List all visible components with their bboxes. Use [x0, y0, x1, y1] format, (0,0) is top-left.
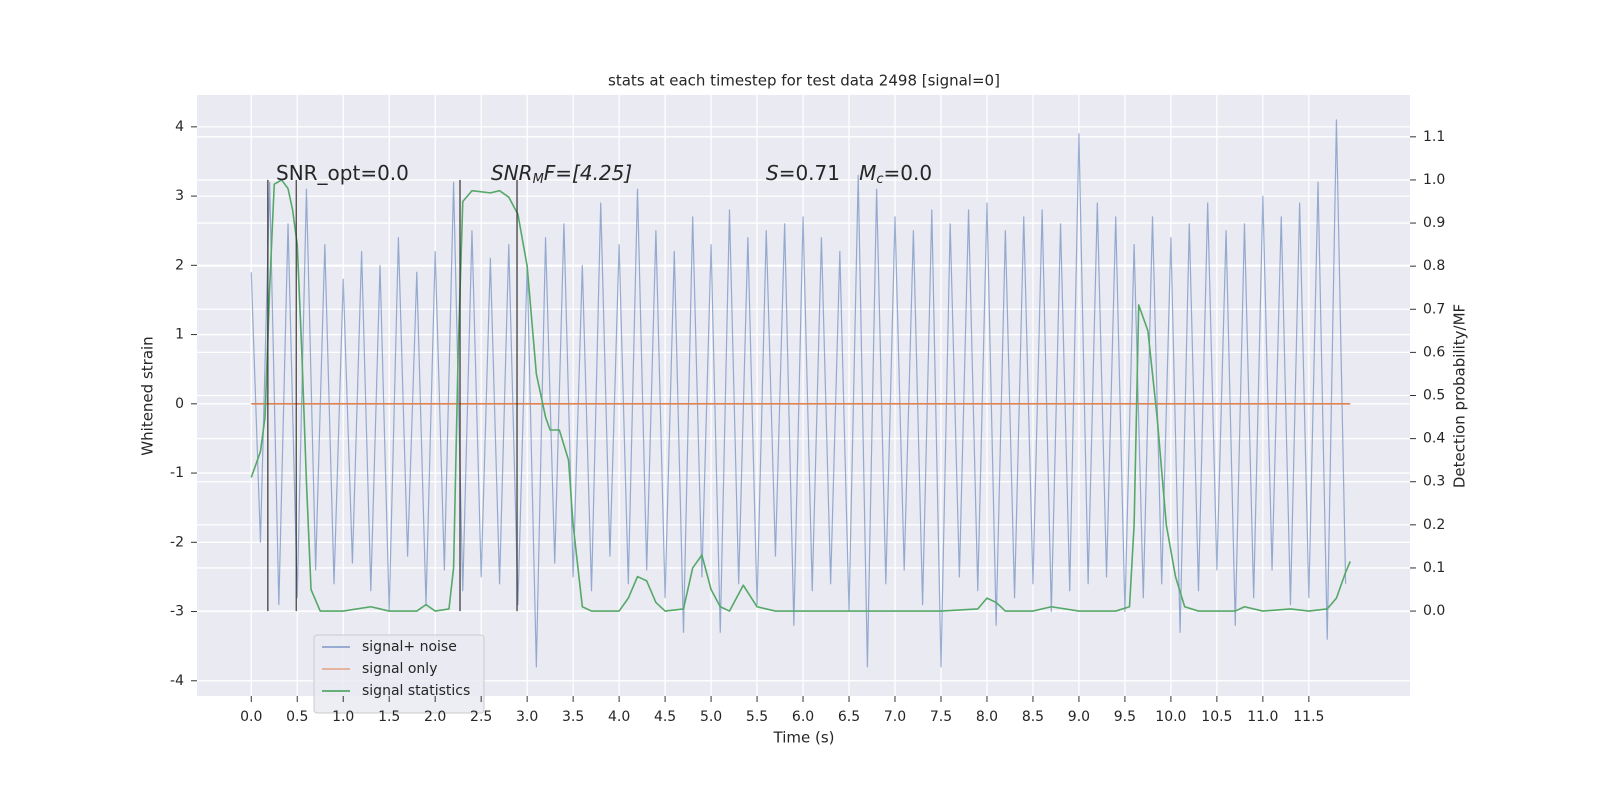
y-tick-label: 3: [175, 188, 184, 204]
y-tick-label: 1: [175, 327, 184, 343]
legend-label: signal only: [362, 661, 437, 677]
y2-tick-label: 0.0: [1423, 603, 1445, 619]
x-tick-label: 1.0: [332, 709, 354, 725]
y-tick-label: -4: [170, 673, 184, 689]
x-tick-label: 11.5: [1293, 709, 1324, 725]
annotation: SNR_opt=0.0: [276, 161, 409, 185]
x-tick-label: 9.0: [1068, 709, 1090, 725]
x-tick-label: 2.0: [424, 709, 446, 725]
x-tick-label: 3.5: [562, 709, 584, 725]
annotation-part: M: [859, 161, 876, 185]
x-tick-label: 0.5: [286, 709, 308, 725]
annotation-part: S: [766, 161, 779, 185]
x-tick-label: 4.5: [654, 709, 676, 725]
y2-tick-label: 0.6: [1423, 344, 1445, 360]
y2-tick-label: 0.9: [1423, 215, 1445, 231]
y2-tick-label: 1.1: [1423, 129, 1445, 145]
marks: [250, 119, 1351, 668]
annotation-part: =0.0: [884, 161, 933, 185]
legend-label: signal statistics: [362, 683, 470, 699]
legend-box: [313, 634, 485, 714]
x-tick-label: 5.5: [746, 709, 768, 725]
x-tick-label: 3.0: [516, 709, 538, 725]
x-tick-label: 11.0: [1247, 709, 1278, 725]
x-tick-label: 9.5: [1114, 709, 1136, 725]
x-tick-label: 6.5: [838, 709, 860, 725]
y2-axis-label: Detection probability/MF: [1451, 304, 1469, 488]
annotation: SNRMF=[4.25]: [491, 161, 632, 187]
series-line: [250, 119, 1347, 668]
x-tick-label: 4.0: [608, 709, 630, 725]
y2-tick-label: 0.8: [1423, 258, 1445, 274]
x-tick-label: 2.5: [470, 709, 492, 725]
y-tick-label: -1: [170, 465, 184, 481]
y-tick-label: -3: [170, 604, 184, 620]
y-tick-label: 0: [175, 396, 184, 412]
legend: signal+ noise signal only signal statistic…: [313, 634, 485, 714]
y2-tick-label: 0.5: [1423, 388, 1445, 404]
x-tick-label: 7.0: [884, 709, 906, 725]
x-tick-label: 10.5: [1201, 709, 1232, 725]
y-tick-label: -2: [170, 534, 184, 550]
x-tick-label: 5.0: [700, 709, 722, 725]
legend-label: signal+ noise: [362, 639, 457, 655]
x-tick-label: 1.5: [378, 709, 400, 725]
x-tick-label: 10.0: [1155, 709, 1186, 725]
series-line: [250, 179, 1351, 612]
x-tick-label: 6.0: [792, 709, 814, 725]
y-tick-label: 2: [175, 257, 184, 273]
y2-tick-label: 1.0: [1423, 172, 1445, 188]
x-tick-label: 8.5: [1022, 709, 1044, 725]
annotation-part: M: [533, 172, 544, 187]
y2-tick-label: 0.7: [1423, 301, 1445, 317]
y2-tick-label: 0.1: [1423, 560, 1445, 576]
x-axis-label: Time (s): [773, 729, 835, 747]
annotation-part: SNR: [491, 161, 533, 185]
x-tick-label: 0.0: [240, 709, 262, 725]
y-axis-label: Whitened strain: [139, 336, 157, 455]
x-tick-label: 8.0: [976, 709, 998, 725]
y2-tick-label: 0.4: [1423, 431, 1445, 447]
annotation-part: F=[4.25]: [544, 161, 632, 185]
annotation: S=0.71 Mc=0.0: [766, 161, 932, 187]
annotation-part: =0.71: [779, 161, 859, 185]
chart-title: stats at each timestep for test data 249…: [608, 72, 1000, 90]
x-tick-label: 7.5: [930, 709, 952, 725]
annotation-part: c: [876, 172, 883, 187]
y2-tick-label: 0.3: [1423, 474, 1445, 490]
annotation-part: SNR_opt=0.0: [276, 161, 409, 185]
y2-tick-label: 0.2: [1423, 517, 1445, 533]
y-tick-label: 4: [175, 119, 184, 135]
